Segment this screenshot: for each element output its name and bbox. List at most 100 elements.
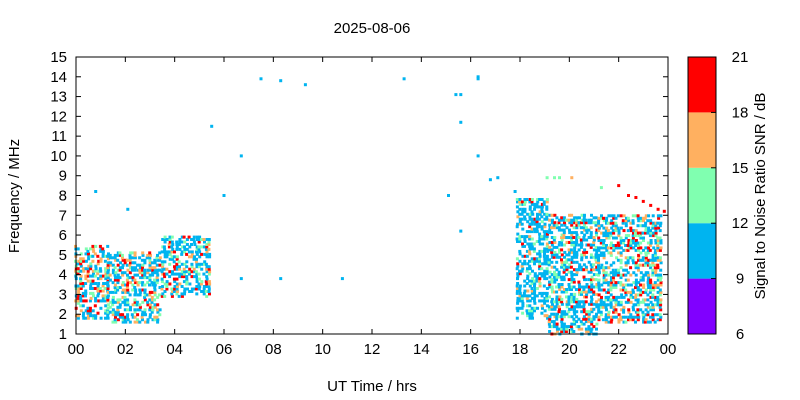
data-point: [96, 284, 100, 288]
data-point: [595, 283, 599, 286]
data-point: [565, 325, 569, 329]
data-point: [577, 283, 581, 286]
data-point: [161, 245, 165, 249]
data-point: [641, 278, 645, 282]
data-point: [126, 290, 130, 294]
data-point: [617, 231, 621, 235]
y-tick-label: 9: [59, 168, 67, 185]
data-point: [547, 307, 551, 311]
data-point: [627, 234, 631, 238]
data-point: [580, 231, 584, 235]
data-point: [579, 238, 583, 242]
data-point: [156, 310, 160, 314]
data-point: [649, 315, 652, 319]
data-point: [543, 299, 547, 303]
data-point: [610, 315, 614, 319]
data-point: [531, 212, 535, 216]
data-point: [532, 299, 536, 303]
data-point: [607, 234, 611, 238]
data-point: [195, 277, 199, 281]
data-point: [195, 262, 199, 266]
data-point: [592, 307, 596, 311]
data-point: [113, 266, 117, 270]
data-point: [634, 281, 638, 285]
data-point: [601, 318, 605, 322]
data-point: [139, 276, 143, 280]
data-point: [111, 268, 115, 272]
data-point: [195, 265, 199, 269]
data-point: [126, 276, 130, 280]
data-point: [205, 285, 209, 288]
data-point: [99, 247, 103, 251]
data-point: [148, 298, 152, 302]
data-point: [168, 275, 172, 279]
data-point: [89, 267, 93, 271]
data-point: [651, 303, 655, 307]
data-point: [141, 288, 145, 292]
data-point: [604, 318, 608, 322]
data-point: [632, 261, 635, 265]
data-point: [160, 280, 164, 284]
data-point: [601, 305, 605, 309]
data-point: [637, 219, 641, 223]
data-point: [589, 300, 593, 304]
data-point: [604, 266, 608, 270]
data-point: [568, 263, 572, 267]
data-point: [577, 280, 581, 284]
data-point: [563, 290, 567, 294]
data-point: [556, 312, 559, 316]
data-point: [595, 260, 599, 264]
y-tick-label: 15: [50, 49, 67, 66]
data-point: [636, 241, 640, 245]
data-point: [619, 261, 623, 265]
data-point: [550, 300, 554, 304]
data-point: [203, 260, 207, 264]
data-point: [547, 322, 551, 326]
data-point: [619, 283, 623, 287]
data-point: [639, 246, 643, 250]
data-point: [597, 283, 601, 287]
data-point: [530, 259, 534, 263]
data-point: [96, 262, 100, 266]
data-point: [651, 224, 655, 228]
data-point: [81, 294, 85, 298]
data-point: [92, 314, 96, 318]
data-point: [579, 245, 583, 249]
data-point: [104, 311, 108, 315]
data-point: [626, 248, 630, 252]
data-point: [175, 262, 179, 266]
data-point: [627, 310, 631, 314]
data-point: [545, 235, 549, 239]
data-point: [518, 235, 522, 239]
data-point: [94, 314, 98, 318]
data-point: [84, 299, 88, 303]
data-point: [584, 228, 588, 232]
data-point: [590, 295, 593, 299]
data-point: [550, 278, 554, 282]
data-point: [607, 283, 611, 287]
data-point: [540, 235, 544, 239]
data-point: [610, 246, 614, 250]
data-point: [543, 314, 547, 318]
data-point: [649, 283, 653, 287]
data-point: [612, 231, 616, 235]
data-point: [538, 210, 542, 214]
data-point: [641, 224, 645, 228]
data-point: [612, 273, 616, 277]
data-point: [584, 278, 588, 282]
data-point: [150, 261, 154, 265]
data-point: [167, 245, 171, 249]
data-point: [647, 273, 651, 277]
data-point: [79, 296, 83, 300]
data-point: [597, 256, 600, 260]
data-point: [533, 222, 537, 226]
data-point: [614, 273, 618, 277]
data-point: [599, 251, 603, 255]
data-point: [81, 282, 85, 285]
data-point: [594, 278, 598, 282]
data-point: [595, 312, 598, 316]
data-point: [550, 265, 554, 269]
data-point: [656, 239, 660, 242]
data-point: [659, 308, 663, 312]
data-point: [98, 267, 102, 271]
